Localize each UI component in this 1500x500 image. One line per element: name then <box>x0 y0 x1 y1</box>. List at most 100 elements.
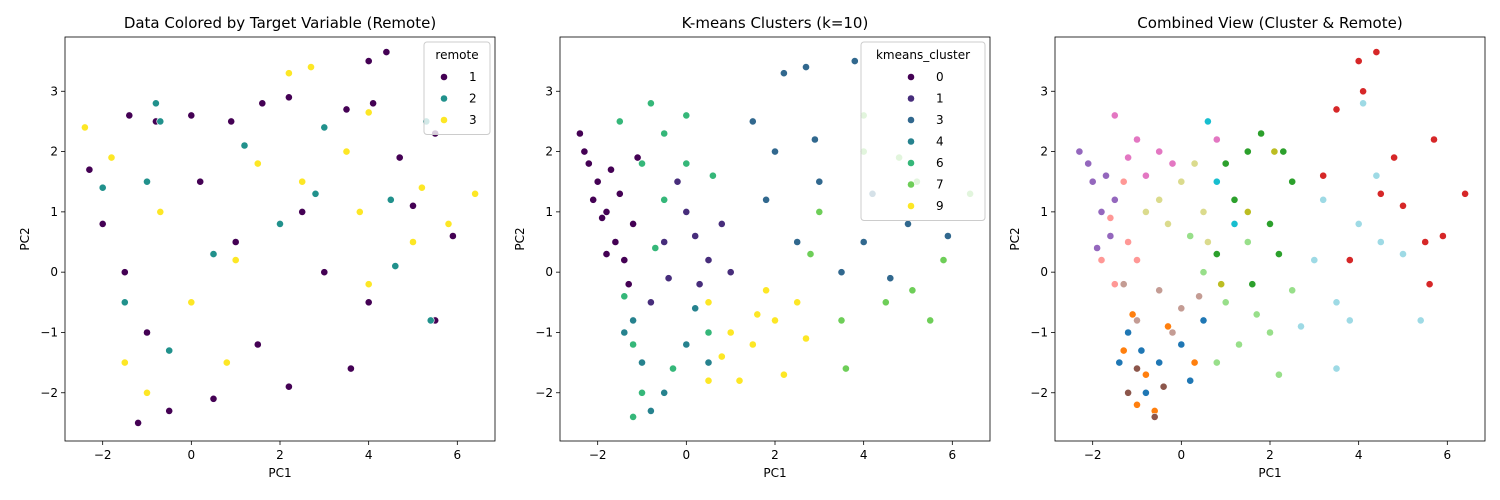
data-point <box>1186 232 1195 240</box>
series-2 <box>1097 177 1141 289</box>
data-point <box>629 316 637 325</box>
data-point <box>1119 346 1128 355</box>
data-point <box>120 298 129 307</box>
series-6 <box>1115 316 1208 397</box>
series-5 <box>1119 280 1203 337</box>
data-point <box>793 238 802 246</box>
data-point <box>311 189 320 198</box>
data-point <box>629 340 637 349</box>
data-point <box>298 207 307 216</box>
data-point <box>81 123 89 132</box>
data-point <box>660 388 669 397</box>
chart-panel-3: −2 0 2 4 6 −2 −1 0 1 2 3 Combined View (Cluster & R… <box>1008 14 1486 480</box>
legend-marker <box>907 116 915 124</box>
data-point <box>647 298 655 307</box>
data-point <box>444 219 453 228</box>
data-point <box>1133 256 1141 264</box>
data-point <box>850 57 859 65</box>
data-point <box>624 280 633 289</box>
data-point <box>1288 177 1297 186</box>
data-point <box>726 268 735 277</box>
x-tick-label: 6 <box>1443 448 1451 462</box>
data-point <box>1155 195 1164 204</box>
data-point <box>1221 298 1230 307</box>
data-point <box>471 189 479 198</box>
data-point <box>748 117 757 126</box>
data-point <box>1399 201 1407 210</box>
data-point <box>1376 238 1385 246</box>
data-point <box>1155 286 1164 295</box>
legend: kmeans_cluster 0 1 3 4 6 7 9 <box>860 41 986 221</box>
x-tick-label: 6 <box>453 448 461 462</box>
data-point <box>620 328 629 337</box>
y-tick-label: 0 <box>545 265 553 279</box>
legend-marker <box>907 159 915 167</box>
series-1 <box>647 177 735 307</box>
data-point <box>1177 304 1186 313</box>
data-point <box>629 412 637 421</box>
data-point <box>704 328 713 337</box>
legend-box <box>423 41 491 135</box>
data-point <box>842 364 850 373</box>
data-point <box>1212 135 1221 144</box>
data-point <box>222 358 231 367</box>
data-point <box>284 382 293 391</box>
y-tick-label: 1 <box>545 205 553 219</box>
data-point <box>881 298 890 307</box>
data-point <box>120 358 129 367</box>
x-tick-label: 4 <box>1355 448 1363 462</box>
x-tick-label: 6 <box>948 448 956 462</box>
data-point <box>647 99 655 108</box>
y-tick-label: 2 <box>545 145 553 159</box>
data-point <box>1133 400 1141 409</box>
data-point <box>227 117 236 126</box>
data-point <box>664 274 673 283</box>
y-tick-label: 0 <box>50 265 58 279</box>
data-point <box>1142 171 1150 180</box>
legend-title: remote <box>435 48 478 62</box>
data-point <box>1133 135 1141 144</box>
data-point <box>1372 48 1381 56</box>
data-point <box>1150 412 1159 421</box>
data-point <box>1221 159 1230 168</box>
data-point <box>1124 153 1132 162</box>
data-point <box>1186 376 1195 385</box>
data-point <box>1106 213 1115 222</box>
data-point <box>1288 286 1297 295</box>
data-point <box>944 232 952 240</box>
data-point <box>1177 177 1186 186</box>
data-point <box>1133 316 1141 325</box>
data-point <box>633 153 642 162</box>
data-point <box>802 63 810 71</box>
data-point <box>209 250 218 258</box>
data-point <box>1252 310 1261 319</box>
chart-title: Data Colored by Target Variable (Remote) <box>124 14 436 32</box>
data-point <box>771 316 779 325</box>
x-tick-label: 0 <box>188 448 196 462</box>
data-point <box>196 177 205 186</box>
data-point <box>165 346 174 355</box>
series-1 <box>85 48 457 427</box>
data-point <box>1190 358 1199 367</box>
data-point <box>1399 250 1407 258</box>
data-point <box>1093 244 1101 252</box>
series-7 <box>1119 310 1199 415</box>
data-point <box>1177 340 1186 349</box>
data-point <box>584 159 593 168</box>
data-point <box>1345 316 1354 325</box>
data-point <box>1115 358 1124 367</box>
data-point <box>1248 280 1257 289</box>
data-point <box>258 99 267 108</box>
data-point <box>364 108 373 117</box>
data-point <box>409 201 417 210</box>
data-point <box>1372 171 1381 180</box>
legend-label: 3 <box>469 113 477 127</box>
data-point <box>753 310 762 319</box>
series-2 <box>98 99 435 355</box>
x-tick-label: −2 <box>589 448 607 462</box>
data-point <box>673 177 682 186</box>
data-point <box>1439 232 1447 240</box>
data-point <box>1142 207 1150 216</box>
legend-marker <box>440 73 448 81</box>
x-axis-label: PC1 <box>763 466 786 480</box>
